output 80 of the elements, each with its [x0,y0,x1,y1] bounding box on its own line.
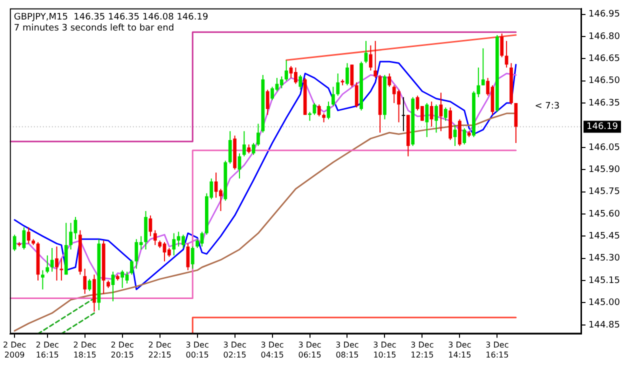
candlestick [88,278,92,292]
candlestick [153,230,157,246]
y-tick-label: 146.95 [588,10,620,20]
candlestick [284,60,288,82]
text: 7 minutes 3 seconds left to bar end [14,23,174,34]
candlestick [190,246,194,270]
candlestick [453,124,457,146]
x-tick-label: 3 Dec 00:15 [186,340,209,360]
candlestick [312,102,316,116]
x-tick-label: 2 Dec 2009 [3,340,26,360]
candlestick [298,74,302,90]
y-tick-label: 146.65 [588,54,620,64]
y-tick-label: 145.60 [588,209,620,220]
candlestick [346,62,349,86]
y-tick-label: 145.30 [588,254,620,264]
candlestick [55,246,58,282]
candlestick [388,72,392,88]
y-tick-label: 146.35 [588,98,620,108]
candlestick [500,33,504,58]
candlestick [402,96,406,132]
candlestick [111,271,115,302]
candlestick [120,270,124,288]
candlestick [60,258,64,282]
candlestick [266,89,270,116]
candlestick [444,107,448,122]
x-tick-label: 3 Dec 14:15 [448,340,472,360]
x-tick-label: 2 Dec 16:15 [36,340,59,360]
candlestick [368,44,372,72]
candlestick [252,142,256,156]
candlestick [41,270,44,290]
annotation: < 7:3 [534,101,560,112]
candlestick [83,268,87,294]
x-tick-label: 3 Dec 16:15 [486,340,509,360]
candlestick [336,72,340,96]
candlestick [354,82,358,108]
candlestick [92,274,96,312]
candlestick [514,102,518,144]
x-tick-label: 3 Dec 04:15 [260,340,284,360]
candlestick [439,92,443,132]
candlestick [458,118,462,146]
candlestick [326,101,330,120]
candlestick [228,130,232,164]
y-tick-label: 145.45 [588,232,620,242]
x-tick-label: 3 Dec 10:15 [373,340,396,360]
candlestick [130,259,134,276]
y-tick-label: 146.80 [588,32,620,42]
y-tick-label: 146.05 [588,142,620,153]
candlestick [317,104,321,117]
y-tick-label: 145.75 [588,187,620,198]
x-tick-label: 3 Dec 12:15 [410,340,434,360]
candlestick [374,40,378,78]
candlestick [186,243,190,271]
x-tick-label: 2 Dec 20:15 [110,340,134,360]
candlestick [430,101,434,128]
y-tick-label: 146.50 [588,76,620,86]
candlestick [481,48,485,86]
y-tick-label: 144.85 [588,320,620,330]
x-tick-label: 3 Dec 06:15 [298,340,322,360]
candlestick [46,254,50,274]
y-tick-label: 145.15 [588,276,620,286]
x-tick-label: 3 Dec 02:15 [223,340,246,360]
candlestick [12,234,16,252]
candlestick [434,104,438,134]
ref-line-label: 146.19 [586,122,618,132]
x-tick-label: 3 Dec 08:15 [336,340,359,360]
candlestick [425,102,429,138]
candlestick [256,123,260,146]
x-tick-label: 2 Dec 22:15 [148,340,172,360]
candlestick [462,128,466,145]
x-tick-label: 2 Dec 18:15 [73,340,96,360]
y-tick-label: 145.90 [588,164,620,175]
candlestick [172,232,176,256]
candlestick [331,86,335,107]
candlestick [350,64,354,88]
y-tick-label: 145.00 [588,298,620,308]
chart-title: GBPJPY,M15 146.35 146.35 146.08 146.19 [14,12,208,22]
candlestick [26,226,30,244]
candlestick [280,76,284,89]
candlestick [242,130,246,157]
candlestick [504,40,508,68]
